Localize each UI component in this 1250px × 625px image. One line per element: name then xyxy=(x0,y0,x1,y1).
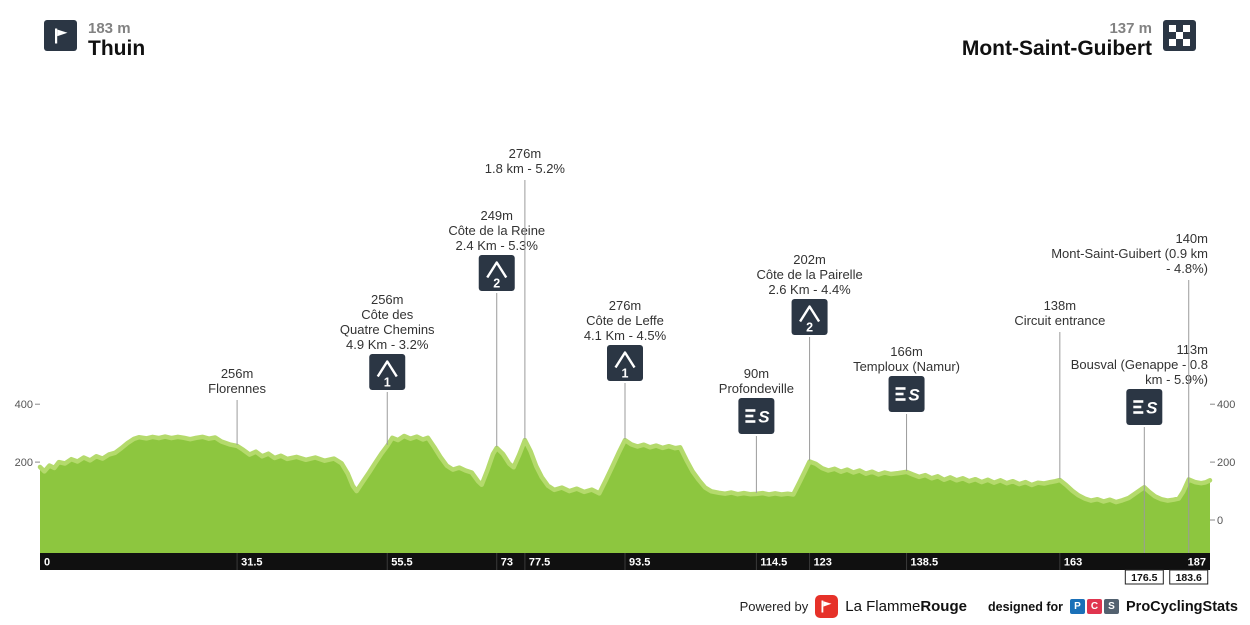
climb-category-2-icon: 2 xyxy=(791,299,828,335)
svg-text:Mont-Saint-Guibert (0.9 km: Mont-Saint-Guibert (0.9 km xyxy=(1051,246,1208,261)
svg-text:2.6 Km - 4.4%: 2.6 Km - 4.4% xyxy=(768,282,851,297)
svg-text:276m: 276m xyxy=(609,298,642,313)
km-tick-label: 114.5 xyxy=(760,557,787,569)
km-tick-label: 123 xyxy=(814,557,832,569)
finish-header: 137 m Mont-Saint-Guibert xyxy=(962,20,1196,60)
elevation-tick-label: 200 xyxy=(15,457,33,469)
finish-flag-icon xyxy=(1163,20,1196,51)
distance-axis: 0 31.5 55.5 73 77.5 93.5 114.5 123 138.5 163 187 17… xyxy=(40,553,1210,585)
svg-text:113m: 113m xyxy=(1176,342,1208,357)
elevation-topline xyxy=(37,433,1213,505)
boxed-km-label: 183.6 xyxy=(1169,569,1209,585)
svg-text:140m: 140m xyxy=(1175,231,1208,246)
svg-text:Côte de Leffe: Côte de Leffe xyxy=(586,313,664,328)
km-tick-label: 163 xyxy=(1064,557,1082,569)
km-tick-label: 187 xyxy=(1188,557,1206,569)
elevation-tick-label: 200 xyxy=(1217,457,1235,469)
laflammerouge-flame-icon xyxy=(815,595,839,618)
svg-text:1: 1 xyxy=(622,367,629,381)
climb-category-1-icon: 1 xyxy=(369,354,406,390)
km-tick-label: 77.5 xyxy=(529,557,550,569)
checkered-flag-icon xyxy=(1169,25,1190,46)
svg-text:4.9 Km - 3.2%: 4.9 Km - 3.2% xyxy=(346,337,429,352)
elevation-tick-label: 0 xyxy=(1217,515,1223,527)
svg-text:1.8 km - 5.2%: 1.8 km - 5.2% xyxy=(485,161,566,176)
svg-text:S: S xyxy=(758,408,770,427)
svg-text:Circuit entrance: Circuit entrance xyxy=(1014,313,1105,328)
flag-icon xyxy=(54,28,67,43)
svg-text:166m: 166m xyxy=(890,344,923,359)
footer: Powered by La FlammeRouge designed for P… xyxy=(740,595,1238,618)
km-tick-label: 55.5 xyxy=(391,557,412,569)
svg-text:2: 2 xyxy=(806,321,813,335)
svg-text:2.4 Km - 5.3%: 2.4 Km - 5.3% xyxy=(456,238,539,253)
svg-text:202m: 202m xyxy=(793,252,826,267)
svg-text:4.1 Km - 4.5%: 4.1 Km - 4.5% xyxy=(584,328,667,343)
km-tick-label: 138.5 xyxy=(911,557,939,569)
elevation-axis: 200 400 0 200 400 xyxy=(15,399,1236,527)
svg-text:S: S xyxy=(908,386,920,405)
pcs-p-square: P xyxy=(1070,599,1085,614)
km-tick-label: 93.5 xyxy=(629,557,650,569)
svg-text:2: 2 xyxy=(493,277,500,291)
elevation-area xyxy=(40,436,1210,553)
sprint-icon: S xyxy=(888,376,925,412)
sprint-icon: S xyxy=(1126,389,1163,425)
svg-text:Côte des: Côte des xyxy=(361,307,414,322)
pcs-logo: P C S xyxy=(1070,599,1119,614)
powered-by-label: Powered by xyxy=(739,599,809,614)
svg-text:138m: 138m xyxy=(1044,298,1077,313)
boxed-km-label: 176.5 xyxy=(1124,569,1164,585)
svg-text:1: 1 xyxy=(384,376,391,390)
sprint-icon: S xyxy=(738,398,775,434)
svg-text:256m: 256m xyxy=(371,292,404,307)
pcs-s-square: S xyxy=(1104,599,1119,614)
svg-text:Côte de la Reine: Côte de la Reine xyxy=(448,223,545,238)
svg-text:Quatre Chemins: Quatre Chemins xyxy=(340,322,435,337)
km-tick-label: 0 xyxy=(44,557,50,569)
pcs-c-square: C xyxy=(1087,599,1102,614)
svg-text:- 4.8%): - 4.8%) xyxy=(1166,261,1208,276)
svg-text:256m: 256m xyxy=(221,366,254,381)
svg-text:Côte de la Pairelle: Côte de la Pairelle xyxy=(756,267,862,282)
svg-text:Temploux (Namur): Temploux (Namur) xyxy=(853,359,960,374)
start-flag-icon xyxy=(44,20,77,51)
svg-text:Profondeville: Profondeville xyxy=(719,381,794,396)
start-elevation: 183 m xyxy=(88,20,131,37)
km-tick-label: 73 xyxy=(501,557,513,569)
elevation-tick-label: 400 xyxy=(15,399,33,411)
climb-category-2-icon: 2 xyxy=(478,255,515,291)
svg-text:km - 5.9%): km - 5.9%) xyxy=(1145,372,1208,387)
finish-elevation: 137 m xyxy=(1109,20,1152,37)
designed-for-label: designed for xyxy=(987,599,1063,614)
start-location: Thuin xyxy=(88,37,146,60)
svg-text:S: S xyxy=(1146,399,1158,418)
svg-text:Bousval (Genappe - 0.8: Bousval (Genappe - 0.8 xyxy=(1071,357,1208,372)
finish-location: Mont-Saint-Guibert xyxy=(961,37,1152,60)
svg-text:276m: 276m xyxy=(509,146,542,161)
km-tick-label: 31.5 xyxy=(241,557,262,569)
climb-category-1-icon: 1 xyxy=(607,345,643,381)
laflammerouge-name: La FlammeRouge xyxy=(845,598,967,615)
svg-text:90m: 90m xyxy=(744,366,769,381)
start-header: 183 m Thuin xyxy=(44,20,145,60)
pcs-name: ProCyclingStats xyxy=(1126,598,1238,615)
svg-text:249m: 249m xyxy=(480,208,513,223)
svg-text:183.6: 183.6 xyxy=(1176,572,1202,584)
svg-text:176.5: 176.5 xyxy=(1131,572,1157,584)
svg-text:Florennes: Florennes xyxy=(208,381,266,396)
elevation-tick-label: 400 xyxy=(1217,399,1235,411)
